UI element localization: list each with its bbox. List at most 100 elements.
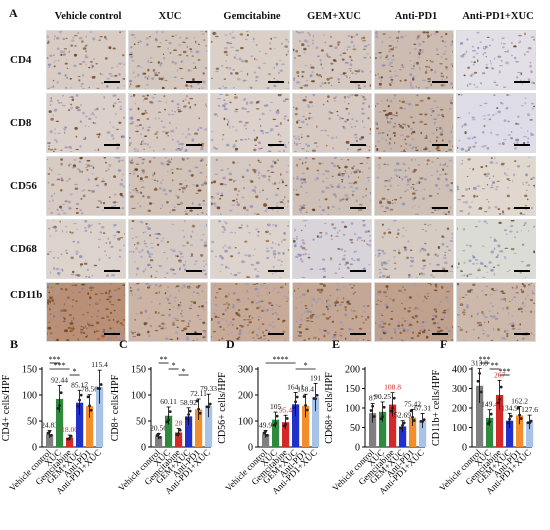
y-tick-label: 0 bbox=[32, 443, 37, 454]
bar bbox=[369, 413, 377, 447]
data-point bbox=[265, 433, 269, 437]
value-label: 79.33 bbox=[200, 384, 217, 393]
bar bbox=[262, 434, 270, 447]
ihc-tile bbox=[210, 93, 290, 153]
ihc-tile bbox=[292, 30, 372, 90]
value-label: 90.25 bbox=[374, 392, 391, 401]
scale-bar bbox=[350, 270, 366, 272]
y-tick-label: 0 bbox=[462, 443, 467, 454]
significance-label: ** bbox=[491, 361, 499, 370]
scale-bar bbox=[104, 81, 120, 83]
value-label: 108.8 bbox=[384, 383, 401, 392]
y-tick-label: 200 bbox=[452, 404, 467, 415]
value-label: 134.9 bbox=[501, 403, 518, 412]
ihc-tile bbox=[46, 156, 126, 216]
data-point bbox=[529, 419, 533, 423]
ihc-tile bbox=[374, 219, 454, 279]
bar bbox=[185, 416, 193, 447]
significance-label: ** bbox=[160, 355, 168, 364]
value-label: 52.69 bbox=[394, 411, 411, 420]
data-point bbox=[382, 405, 386, 409]
data-point bbox=[371, 404, 374, 408]
bar bbox=[506, 420, 514, 447]
value-label: 87 bbox=[369, 394, 377, 403]
ihc-tile bbox=[46, 93, 126, 153]
data-point bbox=[168, 410, 172, 414]
ihc-tile bbox=[456, 93, 536, 153]
data-point bbox=[479, 390, 483, 394]
value-label: 75.42 bbox=[404, 399, 421, 408]
significance-label: * bbox=[304, 361, 308, 370]
bar bbox=[155, 436, 163, 447]
data-point bbox=[284, 422, 287, 426]
significance-label: **** bbox=[273, 355, 289, 364]
y-tick-label: 100 bbox=[131, 391, 146, 402]
data-point bbox=[506, 421, 510, 425]
bar bbox=[66, 437, 74, 447]
data-point bbox=[411, 415, 414, 419]
y-axis-label: CD8+ cells/HPF bbox=[110, 374, 121, 441]
value-label: 20.56 bbox=[150, 423, 167, 432]
y-tick-label: 150 bbox=[22, 365, 37, 376]
y-tick-label: 200 bbox=[238, 391, 253, 402]
data-point bbox=[499, 385, 503, 389]
ihc-tile bbox=[128, 282, 208, 342]
data-point bbox=[516, 406, 520, 410]
data-point bbox=[314, 397, 317, 401]
data-point bbox=[157, 432, 160, 436]
data-point bbox=[208, 402, 212, 406]
ihc-tile bbox=[456, 282, 536, 342]
significance-label: *** bbox=[479, 355, 491, 364]
ihc-tile bbox=[46, 282, 126, 342]
ihc-tile bbox=[292, 219, 372, 279]
bar bbox=[409, 417, 417, 447]
bar bbox=[205, 405, 213, 447]
y-tick-label: 100 bbox=[238, 417, 253, 428]
value-label: 115.4 bbox=[91, 360, 108, 369]
scale-bar bbox=[350, 207, 366, 209]
y-tick-label: 200 bbox=[345, 365, 360, 376]
scale-bar bbox=[268, 144, 284, 146]
y-tick-label: 100 bbox=[345, 404, 360, 415]
bar bbox=[302, 405, 310, 447]
ihc-tile bbox=[374, 282, 454, 342]
data-point bbox=[88, 404, 91, 408]
ihc-tile bbox=[46, 30, 126, 90]
value-label: 58.92 bbox=[180, 398, 197, 407]
bar bbox=[86, 406, 94, 447]
data-point bbox=[302, 395, 306, 398]
scale-bar bbox=[432, 207, 448, 209]
data-point bbox=[292, 406, 296, 410]
data-point bbox=[188, 409, 192, 413]
data-point bbox=[421, 420, 424, 423]
data-point bbox=[79, 393, 83, 397]
data-point bbox=[305, 408, 309, 412]
scale-bar bbox=[104, 207, 120, 209]
data-point bbox=[69, 434, 73, 438]
data-point bbox=[195, 399, 199, 403]
data-point bbox=[315, 393, 319, 397]
value-label: 28 bbox=[175, 418, 183, 427]
data-point bbox=[197, 407, 200, 411]
y-axis-label: CD4+ cells/HPF bbox=[1, 374, 12, 441]
value-label: 85.17 bbox=[71, 380, 88, 389]
bar bbox=[195, 409, 203, 447]
bar bbox=[76, 402, 84, 447]
significance-label: * bbox=[73, 367, 77, 376]
data-point bbox=[76, 404, 80, 408]
data-point bbox=[381, 415, 384, 418]
row-label-cd68: CD68 bbox=[10, 243, 37, 255]
bar bbox=[516, 415, 524, 447]
data-point bbox=[48, 430, 51, 433]
value-label: 24.83 bbox=[41, 420, 58, 429]
scale-bar bbox=[432, 144, 448, 146]
scale-bar bbox=[514, 207, 530, 209]
data-point bbox=[379, 417, 383, 421]
ihc-tile bbox=[292, 156, 372, 216]
y-tick-label: 0 bbox=[141, 443, 146, 454]
data-point bbox=[49, 433, 53, 437]
row-label-cd56: CD56 bbox=[10, 180, 37, 192]
bar bbox=[389, 404, 397, 447]
ihc-tile bbox=[128, 219, 208, 279]
